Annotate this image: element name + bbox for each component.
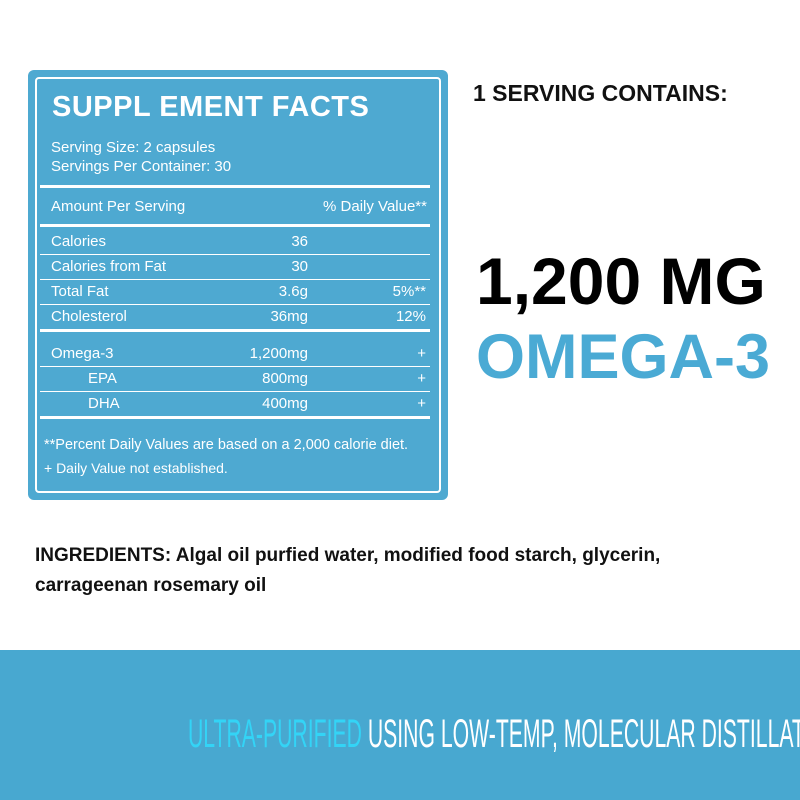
daily-value-header: % Daily Value** <box>323 198 427 215</box>
thin-rule <box>40 366 430 367</box>
supplement-facts-panel: SUPPL EMENT FACTS Serving Size: 2 capsul… <box>28 70 448 500</box>
nutrient-daily-value: + <box>417 370 426 387</box>
ingredients: INGREDIENTS: Algal oil purfied water, mo… <box>35 541 685 601</box>
nutrient-name: EPA <box>88 370 117 387</box>
ingredients-text: Algal oil purfied water, modified food s… <box>35 545 661 596</box>
nutrient-amount: 1,200mg <box>249 345 308 362</box>
thick-rule <box>40 329 430 332</box>
nutrient-amount: 3.6g <box>278 283 308 300</box>
serving-size: Serving Size: 2 capsules <box>51 139 216 156</box>
nutrient-name: Calories <box>51 233 107 250</box>
nutrient-name: Omega-3 <box>51 345 114 362</box>
nutrient-amount: 36 <box>291 233 308 250</box>
highlight-nutrient: OMEGA-3 <box>476 322 771 392</box>
footnote: + Daily Value not established. <box>44 460 228 476</box>
footnote: **Percent Daily Values are based on a 2,… <box>44 437 409 453</box>
serving-heading: 1 SERVING CONTAINS: <box>473 80 728 106</box>
nutrient-amount: 800mg <box>262 370 308 387</box>
banner-text: USING LOW-TEMP, MOLECULAR DISTILLAT ION <box>367 712 800 756</box>
highlight-amount: 1,200 MG <box>476 244 766 318</box>
nutrient-amount: 30 <box>291 258 308 275</box>
panel-border <box>35 77 441 493</box>
thin-rule <box>40 391 430 392</box>
thick-rule <box>40 185 430 188</box>
thin-rule <box>40 254 430 255</box>
thin-rule <box>40 279 430 280</box>
nutrient-name: DHA <box>88 395 120 412</box>
nutrient-daily-value: 5%** <box>392 283 426 300</box>
nutrient-name: Cholesterol <box>51 308 127 325</box>
nutrient-amount: 400mg <box>262 395 308 412</box>
nutrient-daily-value: + <box>417 395 426 412</box>
thick-rule <box>40 416 430 419</box>
nutrient-daily-value: 12% <box>395 308 426 325</box>
amount-header: Amount Per Serving <box>51 198 186 215</box>
servings-per-container: Servings Per Container: 30 <box>51 158 232 175</box>
banner: ULTRA-PURIFIED USING LOW-TEMP, MOLECULAR… <box>0 650 800 800</box>
nutrient-name: Calories from Fat <box>51 258 167 275</box>
nutrient-amount: 36mg <box>270 308 308 325</box>
ingredients-label: INGREDIENTS: <box>35 545 172 566</box>
banner-line: ULTRA-PURIFIED USING LOW-TEMP, MOLECULAR… <box>188 712 800 757</box>
nutrient-name: Total Fat <box>51 283 109 300</box>
banner-accent: ULTRA-PURIFIED <box>188 712 362 756</box>
nutrient-daily-value: + <box>417 345 426 362</box>
thin-rule <box>40 304 430 305</box>
panel-title: SUPPL EMENT FACTS <box>52 91 370 123</box>
thick-rule <box>40 224 430 227</box>
